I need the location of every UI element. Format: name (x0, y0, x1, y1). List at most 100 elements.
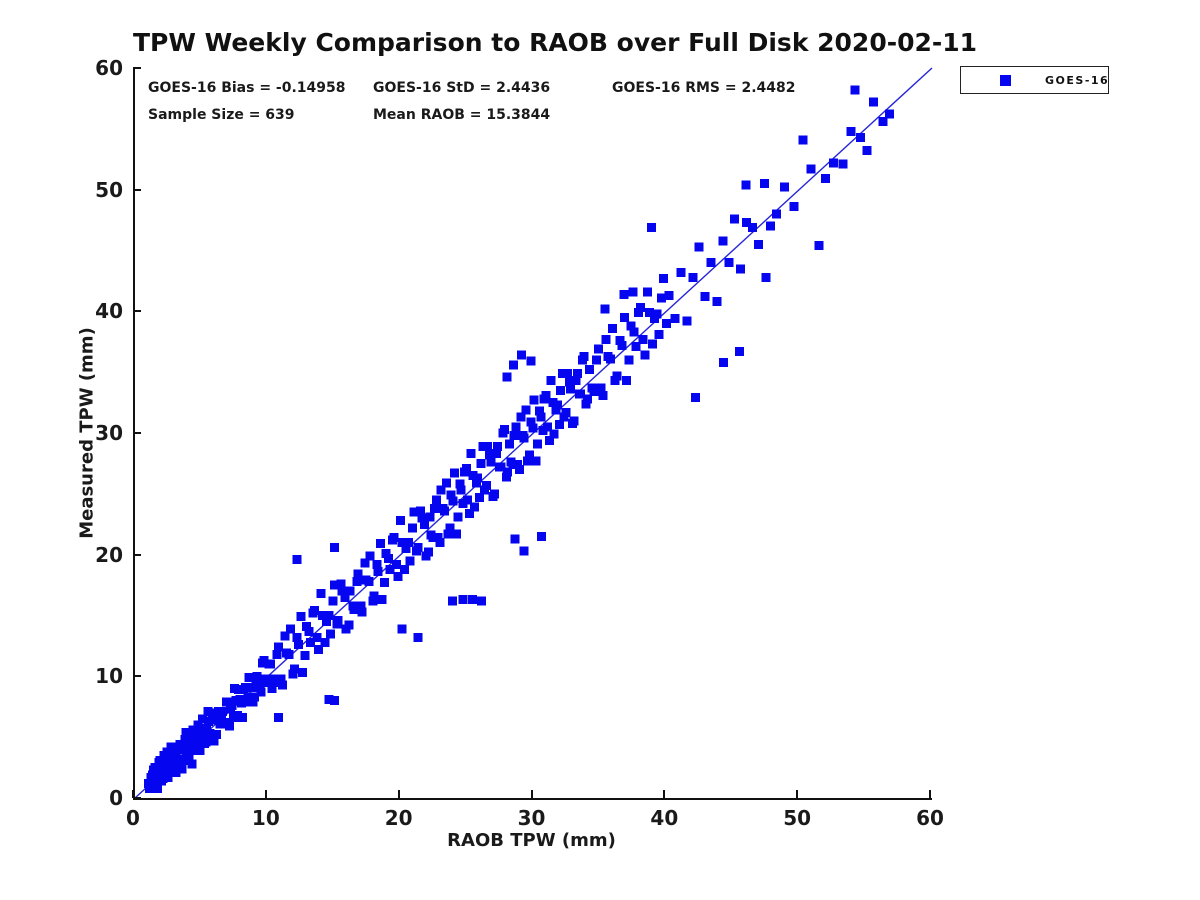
data-point-marker (178, 754, 188, 764)
data-point-marker (596, 383, 606, 393)
data-point-marker (412, 546, 422, 556)
data-point-marker (324, 694, 334, 704)
data-point-marker (206, 730, 216, 740)
data-point-marker (718, 236, 728, 246)
data-point-marker (458, 499, 468, 509)
data-point-marker (561, 407, 571, 417)
scatter-plot-canvas (134, 67, 933, 799)
data-point-marker (640, 350, 650, 360)
data-point-marker (657, 293, 667, 303)
data-point-marker (562, 368, 572, 378)
data-point-marker (400, 564, 410, 574)
data-point-marker (227, 701, 237, 711)
data-point-marker (360, 558, 370, 568)
y-tick-label: 30 (95, 421, 123, 445)
data-point-marker (329, 696, 339, 706)
data-point-marker (449, 468, 459, 478)
data-point-marker (780, 182, 790, 192)
data-point-marker (433, 533, 443, 543)
data-point-marker (700, 292, 710, 302)
data-point-marker (647, 222, 657, 232)
y-tick-label: 60 (95, 56, 123, 80)
data-point-marker (365, 551, 375, 561)
data-point-marker (440, 506, 450, 516)
data-point-marker (652, 309, 662, 319)
data-point-marker (186, 736, 196, 746)
y-tick-label: 40 (95, 299, 123, 324)
data-point-marker (162, 747, 172, 757)
data-point-marker (325, 629, 335, 639)
data-point-marker (509, 360, 519, 370)
data-point-marker (532, 439, 542, 449)
data-point-marker (534, 406, 544, 416)
data-point-marker (190, 746, 200, 756)
data-point-marker (544, 435, 554, 445)
data-point-marker (413, 632, 423, 642)
x-tick (397, 790, 400, 798)
data-point-marker (405, 556, 415, 566)
data-point-marker (631, 342, 641, 352)
data-point-marker (459, 467, 469, 477)
data-point-marker (312, 632, 322, 642)
data-point-marker (569, 416, 579, 426)
data-point-marker (448, 496, 458, 506)
data-point-marker (292, 555, 302, 565)
data-point-marker (416, 506, 426, 516)
data-point-marker (304, 626, 314, 636)
data-point-marker (254, 680, 264, 690)
data-point-marker (368, 596, 378, 606)
y-tick (133, 675, 141, 678)
data-point-marker (619, 289, 629, 299)
data-point-marker (579, 351, 589, 361)
data-point-marker (296, 612, 306, 622)
y-tick (133, 797, 141, 799)
x-tick (663, 790, 666, 798)
data-point-marker (267, 684, 277, 693)
data-point-marker (456, 485, 466, 495)
data-point-marker (401, 544, 411, 554)
data-point-marker (171, 767, 181, 777)
data-point-marker (153, 783, 163, 793)
y-tick (133, 188, 141, 191)
data-point-marker (552, 400, 562, 410)
data-point-marker (212, 730, 222, 740)
data-point-marker (526, 356, 536, 366)
data-point-marker (204, 716, 214, 726)
data-point-marker (468, 471, 478, 481)
data-point-marker (345, 586, 355, 596)
data-point-marker (165, 759, 175, 769)
data-point-marker (628, 287, 638, 297)
y-tick-label: 10 (95, 664, 123, 689)
data-point-marker (582, 394, 592, 404)
data-point-marker (388, 535, 398, 545)
data-point-marker (469, 502, 479, 512)
data-point-marker (601, 334, 611, 344)
data-point-marker (329, 542, 339, 552)
data-point-marker (332, 619, 342, 629)
data-point-marker (477, 596, 487, 606)
data-point-marker (435, 538, 445, 547)
data-point-marker (502, 372, 512, 382)
data-point-marker (855, 132, 865, 142)
data-point-marker (633, 308, 643, 318)
data-point-marker (515, 465, 525, 474)
data-point-marker (424, 547, 434, 557)
data-point-marker (180, 735, 190, 745)
data-point-marker (742, 218, 752, 228)
data-point-marker (516, 412, 526, 422)
x-axis-label: RAOB TPW (mm) (447, 830, 616, 851)
data-point-marker (224, 721, 234, 731)
data-point-marker (285, 624, 295, 634)
data-point-marker (718, 357, 728, 367)
x-tick-label: 60 (916, 806, 944, 830)
data-point-marker (688, 272, 698, 282)
data-point-marker (392, 559, 402, 569)
data-point-marker (806, 164, 816, 174)
data-point-marker (453, 512, 463, 522)
data-point-marker (789, 202, 799, 212)
data-point-marker (301, 621, 311, 631)
data-point-marker (814, 241, 824, 251)
data-point-marker (276, 674, 286, 684)
data-point-marker (761, 272, 771, 282)
data-point-marker (308, 608, 318, 618)
